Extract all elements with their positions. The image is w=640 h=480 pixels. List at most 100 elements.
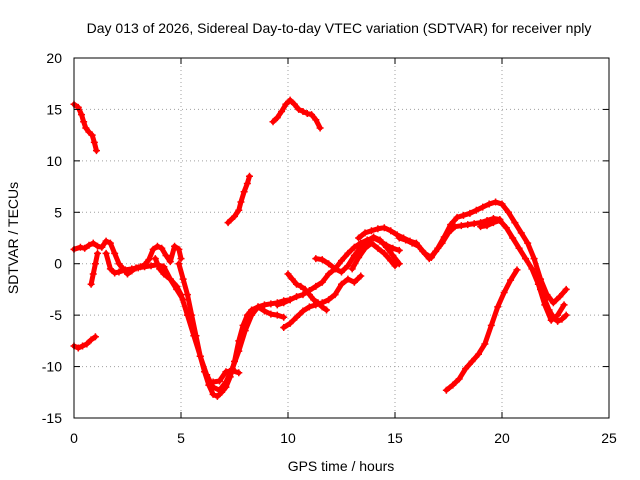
data-point — [382, 243, 390, 251]
data-point — [115, 260, 123, 268]
data-point — [80, 118, 88, 126]
data-point — [344, 275, 352, 283]
data-point — [160, 263, 168, 271]
data-point — [106, 265, 114, 273]
data-point — [231, 212, 238, 220]
data-point — [288, 275, 296, 283]
data-point — [481, 340, 489, 348]
data-point — [280, 323, 288, 331]
data-point — [361, 229, 369, 237]
data-point — [151, 255, 159, 263]
data-point — [177, 291, 185, 299]
data-point — [224, 219, 232, 227]
data-point — [500, 289, 508, 297]
data-point — [260, 307, 268, 315]
series-trace — [313, 234, 402, 275]
data-point — [231, 357, 238, 365]
data-point — [278, 107, 286, 115]
x-tick-label: 5 — [177, 430, 185, 446]
series-s9 — [224, 172, 253, 227]
data-point — [558, 315, 566, 323]
data-point — [94, 242, 102, 250]
data-point — [76, 243, 84, 251]
data-point — [562, 285, 570, 293]
data-point — [549, 313, 557, 321]
data-point — [370, 233, 378, 241]
data-point — [308, 111, 316, 119]
data-point — [297, 282, 305, 290]
data-point — [166, 258, 174, 266]
series-trace — [152, 256, 293, 393]
data-point — [222, 368, 230, 376]
data-point — [560, 301, 568, 309]
data-point — [280, 313, 288, 321]
chart-title: Day 013 of 2026, Sidereal Day-to-day VTE… — [87, 20, 592, 36]
data-point — [556, 293, 564, 301]
data-point — [528, 265, 536, 273]
data-point — [318, 278, 326, 286]
data-point — [562, 311, 570, 319]
data-point — [464, 221, 472, 229]
data-point — [87, 280, 95, 288]
data-point — [408, 239, 416, 247]
data-point — [485, 200, 493, 208]
data-point — [387, 227, 395, 235]
data-point — [402, 236, 410, 244]
data-point — [243, 179, 251, 187]
data-point — [442, 386, 450, 394]
data-point — [171, 242, 179, 250]
data-point — [175, 245, 183, 253]
data-point — [83, 340, 91, 348]
data-point — [477, 223, 485, 231]
data-point — [312, 116, 320, 124]
data-point — [92, 147, 100, 155]
data-point — [77, 111, 85, 119]
series-s7 — [175, 260, 288, 400]
data-point — [166, 275, 174, 283]
data-point — [395, 260, 403, 268]
data-point — [344, 262, 352, 270]
data-point — [338, 280, 345, 288]
data-point — [395, 234, 403, 242]
data-point — [483, 222, 491, 230]
data-point — [102, 237, 110, 245]
x-tick-label: 15 — [387, 430, 403, 446]
data-point — [260, 301, 268, 309]
data-point — [239, 321, 247, 329]
data-point — [513, 266, 521, 274]
data-point — [479, 203, 487, 211]
data-point — [355, 234, 363, 242]
data-point — [226, 373, 234, 381]
data-point — [74, 344, 82, 352]
data-point — [318, 299, 326, 307]
data-point — [293, 293, 301, 301]
data-point — [524, 239, 532, 247]
series-s2 — [70, 333, 99, 352]
data-point — [541, 296, 549, 304]
data-point — [515, 244, 523, 252]
data-point — [87, 336, 95, 344]
data-point — [511, 219, 519, 227]
data-point — [303, 110, 311, 118]
data-point — [222, 383, 230, 391]
series-s4 — [87, 249, 102, 288]
data-point — [331, 265, 339, 273]
data-point — [173, 282, 181, 290]
data-point — [457, 222, 465, 230]
x-tick-label: 0 — [70, 430, 78, 446]
data-point — [293, 280, 301, 288]
data-point — [282, 100, 290, 108]
data-point — [188, 311, 196, 319]
data-point — [192, 332, 200, 340]
data-point — [468, 357, 476, 365]
data-point — [273, 311, 281, 319]
data-point — [318, 256, 326, 264]
data-point — [462, 365, 470, 373]
series-s14 — [312, 233, 403, 276]
data-point — [487, 321, 495, 329]
series-s17 — [395, 198, 570, 307]
data-point — [338, 257, 345, 265]
data-point — [537, 285, 545, 293]
data-point — [91, 333, 99, 341]
